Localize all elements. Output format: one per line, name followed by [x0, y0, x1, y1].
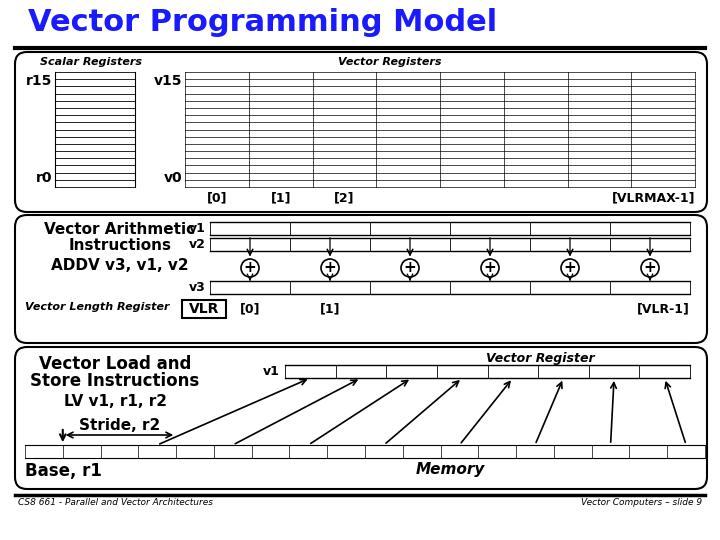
Text: Vector Length Register: Vector Length Register [25, 302, 169, 312]
Text: ADDV v3, v1, v2: ADDV v3, v1, v2 [51, 258, 189, 273]
Text: Vector Programming Model: Vector Programming Model [28, 8, 498, 37]
Text: Base, r1: Base, r1 [25, 462, 102, 480]
Text: [0]: [0] [207, 191, 227, 204]
Text: +: + [564, 260, 577, 275]
Text: Vector Registers: Vector Registers [338, 57, 442, 67]
FancyBboxPatch shape [182, 300, 226, 318]
Text: Instructions: Instructions [68, 238, 171, 253]
Text: v3: v3 [189, 281, 206, 294]
FancyBboxPatch shape [15, 52, 707, 212]
Text: r0: r0 [35, 171, 52, 185]
Text: [2]: [2] [334, 191, 355, 204]
Text: +: + [404, 260, 416, 275]
Text: [VLR-1]: [VLR-1] [637, 302, 690, 315]
Text: [1]: [1] [271, 191, 291, 204]
Text: [1]: [1] [320, 302, 341, 315]
Text: +: + [323, 260, 336, 275]
Text: +: + [484, 260, 496, 275]
Text: v2: v2 [189, 238, 206, 251]
Text: r15: r15 [26, 74, 52, 88]
Text: Vector Load and: Vector Load and [39, 355, 192, 373]
Text: Vector Arithmetic: Vector Arithmetic [45, 222, 196, 237]
Text: Vector Register: Vector Register [486, 352, 594, 365]
Text: [0]: [0] [240, 302, 260, 315]
FancyBboxPatch shape [15, 215, 707, 343]
Text: Scalar Registers: Scalar Registers [40, 57, 142, 67]
Text: +: + [644, 260, 657, 275]
Text: Store Instructions: Store Instructions [30, 372, 199, 390]
Text: CS8 661 - Parallel and Vector Architectures: CS8 661 - Parallel and Vector Architectu… [18, 498, 213, 507]
Text: +: + [243, 260, 256, 275]
Text: VLR: VLR [189, 302, 219, 316]
Text: Vector Computers – slide 9: Vector Computers – slide 9 [581, 498, 702, 507]
Text: Memory: Memory [415, 462, 485, 477]
Text: v0: v0 [163, 171, 182, 185]
Text: v1: v1 [263, 365, 280, 378]
Text: v1: v1 [189, 222, 206, 235]
Text: v15: v15 [153, 74, 182, 88]
Text: Stride, r2: Stride, r2 [78, 418, 160, 433]
FancyBboxPatch shape [15, 347, 707, 489]
Text: [VLRMAX-1]: [VLRMAX-1] [611, 191, 695, 204]
Text: LV v1, r1, r2: LV v1, r1, r2 [63, 394, 166, 409]
